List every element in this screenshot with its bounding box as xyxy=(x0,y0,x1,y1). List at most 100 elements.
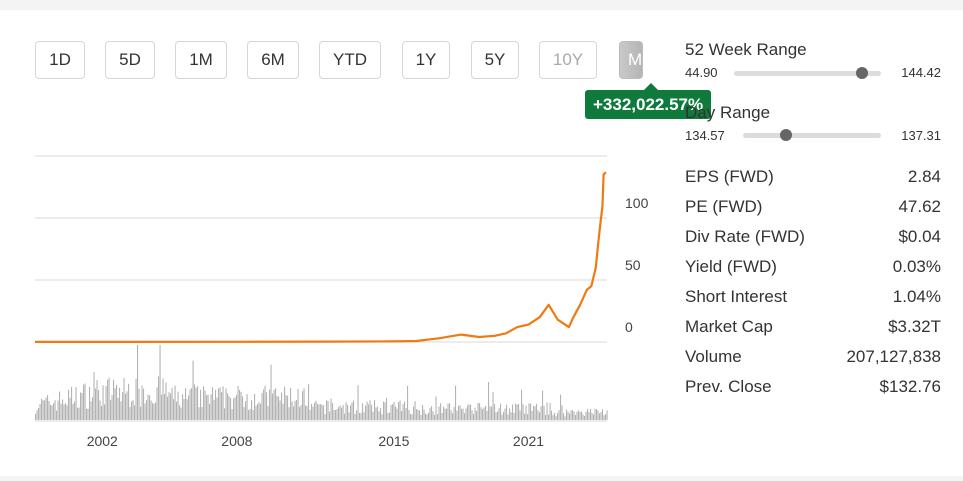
volume-bar xyxy=(219,387,221,420)
volume-bar xyxy=(345,402,347,420)
volume-bar xyxy=(423,409,425,420)
volume-bar xyxy=(86,408,88,420)
stat-label: EPS (FWD) xyxy=(685,167,774,186)
volume-bar xyxy=(437,414,439,420)
volume-bar xyxy=(243,407,245,420)
volume-bar xyxy=(542,390,544,420)
volume-bar xyxy=(411,414,413,420)
volume-bar xyxy=(504,408,506,420)
volume-bar xyxy=(246,394,248,420)
volume-bar xyxy=(335,409,337,420)
volume-bar xyxy=(527,414,529,420)
volume-bar xyxy=(101,405,103,420)
volume-bar xyxy=(330,398,332,420)
volume-bar xyxy=(233,398,235,420)
volume-bar xyxy=(206,395,208,420)
volume-bar xyxy=(395,406,397,420)
volume-bar xyxy=(470,404,472,420)
volume-bar xyxy=(311,403,313,420)
volume-bar xyxy=(267,406,269,420)
period-1y-button[interactable]: 1Y xyxy=(402,41,450,79)
range-marker xyxy=(779,129,792,141)
volume-bar xyxy=(507,414,509,420)
period-6m-button[interactable]: 6M xyxy=(247,41,299,79)
volume-bar xyxy=(537,410,539,420)
volume-bar xyxy=(302,391,304,420)
period-10y-button[interactable]: 10Y xyxy=(539,41,597,79)
volume-bar xyxy=(44,400,46,420)
volume-bar xyxy=(194,384,196,420)
volume-bar xyxy=(65,403,67,420)
range-marker xyxy=(855,67,868,79)
volume-bar xyxy=(392,404,394,420)
period-1m-button[interactable]: 1M xyxy=(175,41,227,79)
volume-bar xyxy=(384,402,386,420)
stat-value: $0.04 xyxy=(898,227,941,246)
volume-bar xyxy=(579,412,581,420)
volume-bar xyxy=(518,404,520,420)
volume-bar xyxy=(353,400,355,420)
volume-bar xyxy=(320,404,322,420)
volume-bar xyxy=(270,364,272,420)
volume-bar xyxy=(287,395,289,420)
volume-bar xyxy=(420,414,422,420)
volume-bar xyxy=(57,400,59,420)
volume-bar xyxy=(317,403,319,420)
volume-bar xyxy=(105,386,107,420)
volume-bar xyxy=(422,405,424,420)
volume-bar xyxy=(546,402,548,420)
volume-bar xyxy=(93,372,95,420)
volume-bar xyxy=(599,413,601,420)
volume-bar xyxy=(563,413,565,420)
volume-bar xyxy=(47,394,49,420)
volume-bar xyxy=(227,393,229,420)
volume-bar xyxy=(210,394,212,420)
volume-bar xyxy=(519,410,521,420)
volume-bar xyxy=(540,406,542,420)
period-ytd-button[interactable]: YTD xyxy=(319,41,381,79)
volume-bar xyxy=(534,406,536,420)
stat-label: Market Cap xyxy=(685,317,773,336)
range-low: 44.90 xyxy=(685,65,718,80)
volume-bar xyxy=(567,411,569,420)
volume-bar xyxy=(137,345,139,420)
volume-bar xyxy=(585,411,587,420)
volume-bar xyxy=(78,407,80,420)
volume-bar xyxy=(192,360,194,420)
volume-bar xyxy=(419,410,421,420)
volume-bar xyxy=(111,395,113,420)
volume-bar xyxy=(75,387,77,420)
volume-bar xyxy=(596,409,598,420)
volume-bar xyxy=(572,410,574,420)
volume-bar xyxy=(368,404,370,420)
volume-bar xyxy=(63,404,65,420)
volume-bar xyxy=(402,404,404,420)
period-5d-button[interactable]: 5D xyxy=(105,41,155,79)
volume-bar xyxy=(560,394,562,420)
volume-bar xyxy=(36,410,38,420)
volume-bar xyxy=(369,400,371,420)
volume-bar xyxy=(87,408,89,420)
volume-bar xyxy=(336,409,338,420)
volume-bar xyxy=(152,402,154,420)
volume-bar xyxy=(462,408,464,420)
volume-bar xyxy=(81,393,83,420)
volume-bar xyxy=(129,406,131,420)
period-max-button[interactable]: MA xyxy=(619,41,643,79)
volume-bar xyxy=(564,416,566,420)
volume-bar xyxy=(570,410,572,420)
volume-bar xyxy=(303,388,305,420)
volume-bar xyxy=(92,397,94,420)
period-1d-button[interactable]: 1D xyxy=(35,41,85,79)
volume-bar xyxy=(515,403,517,420)
stat-value: 0.03% xyxy=(892,257,941,276)
volume-bar xyxy=(387,413,389,420)
volume-bar xyxy=(471,410,473,420)
volume-bar xyxy=(146,400,148,420)
performance-change-badge: +332,022.57% xyxy=(585,83,712,119)
volume-bar xyxy=(201,406,203,420)
stat-value: 207,127,838 xyxy=(846,347,941,366)
period-5y-button[interactable]: 5Y xyxy=(471,41,519,79)
volume-bar xyxy=(501,414,503,420)
volume-bar xyxy=(155,402,157,420)
